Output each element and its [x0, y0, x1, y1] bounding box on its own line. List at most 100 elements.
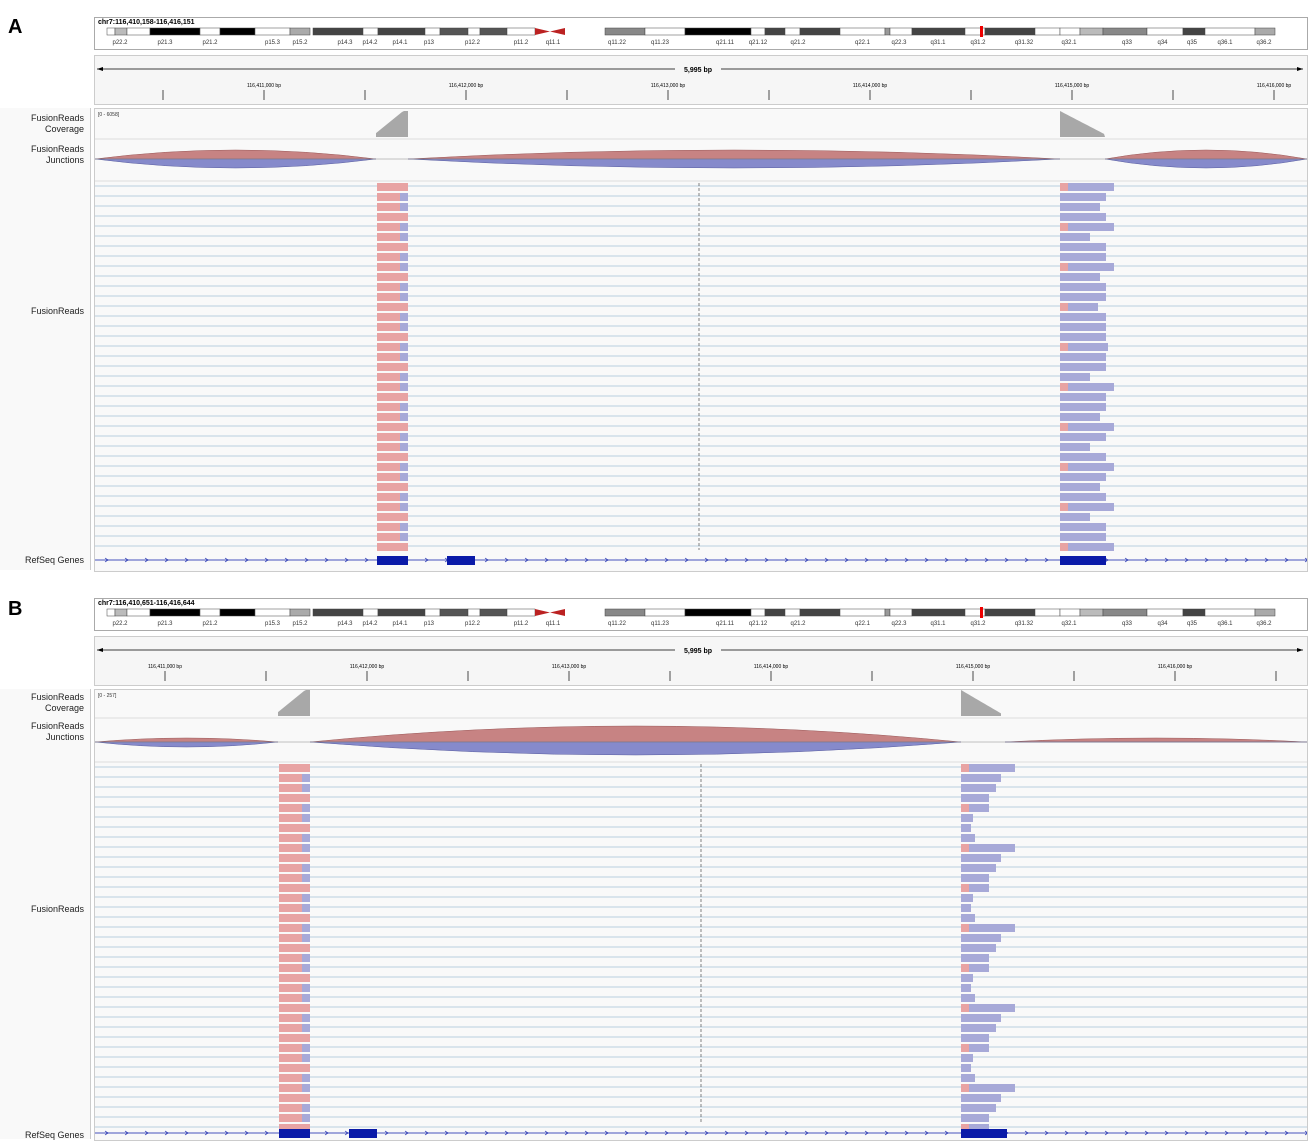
ideogram-band	[1254, 27, 1276, 36]
band-label: q33	[1122, 40, 1133, 46]
read-forward	[961, 804, 969, 812]
coverage-peak	[278, 690, 310, 716]
read-forward	[377, 383, 408, 391]
read-reverse	[1060, 373, 1090, 381]
strand-arrow-icon	[964, 557, 969, 563]
read-reverse	[1068, 223, 1114, 231]
band-label: q21.11	[716, 40, 735, 46]
junction-track-name[interactable]: FusionReads Junctions	[30, 144, 84, 165]
read-reverse	[961, 904, 971, 912]
data-tracks[interactable]: [0 - 6058]	[94, 108, 1308, 572]
read-reverse	[1068, 303, 1098, 311]
read-reverse	[302, 774, 310, 782]
read-reverse	[302, 864, 310, 872]
strand-arrow-icon	[1264, 1130, 1269, 1136]
read-forward	[279, 894, 310, 902]
coverage-range: [0 - 6058]	[98, 112, 120, 118]
read-reverse	[1068, 463, 1114, 471]
read-reverse	[400, 413, 408, 421]
strand-arrow-icon	[244, 557, 249, 563]
strand-arrow-icon	[364, 557, 369, 563]
band-label: p12.2	[465, 621, 481, 627]
ideogram-band	[254, 608, 291, 617]
band-label: q33	[1122, 621, 1133, 627]
coverage-track-name[interactable]: FusionReads Coverage	[30, 113, 84, 134]
band-label: p13	[424, 621, 435, 627]
read-reverse	[1060, 283, 1106, 291]
junction-arc-forward	[309, 725, 962, 743]
coverage-track-name[interactable]: FusionReads Coverage	[30, 692, 84, 713]
junction-arc-forward	[1104, 149, 1307, 160]
read-forward	[961, 884, 969, 892]
read-forward	[377, 413, 408, 421]
read-forward	[377, 513, 408, 521]
ruler-tick-label: 116,414,000 bp	[754, 664, 789, 670]
read-forward	[279, 784, 310, 792]
ideogram-band	[106, 608, 116, 617]
chromosome-ideogram[interactable]: chr7:116,410,158-116,416,151 p22.2 p21.3 p…	[94, 17, 1308, 50]
ruler[interactable]: 5,995 bp 116,411,000 bp 116,412,000 bp 116,…	[94, 636, 1308, 686]
band-label: q36.2	[1256, 621, 1272, 627]
strand-arrow-icon	[864, 1130, 869, 1136]
strand-arrow-icon	[144, 557, 149, 563]
read-reverse	[961, 1054, 973, 1062]
ideogram-band	[289, 27, 311, 36]
read-reverse	[400, 463, 408, 471]
read-reverse	[400, 223, 408, 231]
read-forward	[377, 193, 408, 201]
strand-arrow-icon	[784, 1130, 789, 1136]
read-forward	[279, 984, 310, 992]
ideogram-band	[644, 608, 686, 617]
strand-arrow-icon	[844, 557, 849, 563]
gene-exon	[447, 556, 475, 565]
read-reverse	[302, 1104, 310, 1112]
strand-arrow-icon	[1184, 1130, 1189, 1136]
read-reverse	[302, 844, 310, 852]
read-reverse	[961, 1114, 989, 1122]
ideogram-band	[784, 608, 801, 617]
strand-arrow-icon	[704, 557, 709, 563]
read-reverse	[969, 844, 1015, 852]
genes-track-name[interactable]: RefSeq Genes	[24, 555, 84, 565]
ruler[interactable]: 5,995 bp 116,411,000 bp 116,412,000 bp 116,…	[94, 55, 1308, 105]
read-forward	[1060, 263, 1068, 271]
read-reverse	[1060, 213, 1106, 221]
strand-arrow-icon	[424, 557, 429, 563]
ideogram-bands: p22.2 p21.3 p21.2 p15.3 p15.2 p14.3 p14.2 p14.1…	[106, 26, 1276, 46]
strand-arrow-icon	[824, 557, 829, 563]
data-tracks[interactable]: [0 - 257]	[94, 689, 1308, 1141]
read-reverse	[961, 944, 996, 952]
band-label: q11.23	[651, 621, 670, 627]
read-reverse	[1060, 413, 1100, 421]
junction-track-name[interactable]: FusionReads Junctions	[30, 721, 84, 742]
band-label: q22.3	[891, 40, 907, 46]
read-reverse	[400, 203, 408, 211]
chromosome-ideogram[interactable]: chr7:116,410,651-116,416,644 p22.2 p21.3 p…	[94, 598, 1308, 631]
read-reverse	[969, 1004, 1015, 1012]
reads-track-name[interactable]: FusionReads	[30, 306, 84, 316]
genes-track-name[interactable]: RefSeq Genes	[24, 1130, 84, 1140]
reads-track-name[interactable]: FusionReads	[30, 904, 84, 914]
read-forward	[279, 1044, 310, 1052]
junction-arc-forward	[95, 149, 377, 160]
ideogram-band	[1254, 608, 1276, 617]
read-reverse	[400, 523, 408, 531]
strand-arrow-icon	[344, 557, 349, 563]
strand-arrow-icon	[924, 557, 929, 563]
band-label: q31.1	[930, 40, 946, 46]
ideogram-band	[1204, 608, 1256, 617]
strand-arrow-icon	[224, 1130, 229, 1136]
ideogram-band	[1079, 608, 1104, 617]
read-forward	[279, 1004, 310, 1012]
strand-arrow-icon	[1244, 557, 1249, 563]
junction-arc-reverse	[1104, 158, 1307, 169]
read-forward	[279, 844, 310, 852]
read-reverse	[400, 343, 408, 351]
read-forward	[961, 764, 969, 772]
read-reverse	[302, 984, 310, 992]
strand-arrow-icon	[904, 1130, 909, 1136]
read-forward	[377, 403, 408, 411]
band-label: q32.1	[1061, 621, 1077, 627]
read-forward	[1060, 463, 1068, 471]
